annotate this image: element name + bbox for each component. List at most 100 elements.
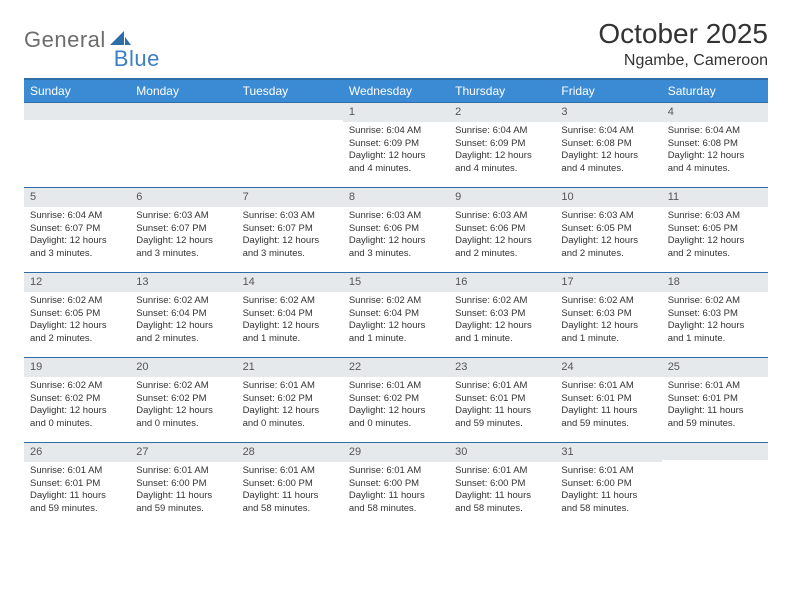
daylight1-line: Daylight: 11 hours	[349, 490, 443, 503]
day-details: Sunrise: 6:03 AMSunset: 6:07 PMDaylight:…	[130, 210, 236, 261]
day-cell: 24Sunrise: 6:01 AMSunset: 6:01 PMDayligh…	[555, 358, 661, 442]
daylight2-line: and 3 minutes.	[349, 248, 443, 261]
day-details: Sunrise: 6:01 AMSunset: 6:01 PMDaylight:…	[24, 465, 130, 516]
day-header-saturday: Saturday	[662, 80, 768, 102]
day-header-friday: Friday	[555, 80, 661, 102]
day-header-row: Sunday Monday Tuesday Wednesday Thursday…	[24, 80, 768, 102]
sunset-line: Sunset: 6:00 PM	[561, 478, 655, 491]
day-number: 23	[449, 358, 555, 377]
week-row: 12 Sunrise: 6:02 AM Sunset: 6:05 PM Dayligh…	[24, 272, 768, 357]
day-cell: 22Sunrise: 6:01 AMSunset: 6:02 PMDayligh…	[343, 358, 449, 442]
logo-text-blue: Blue	[114, 46, 160, 72]
day-details: Sunrise: 6:02 AMSunset: 6:03 PMDaylight:…	[555, 295, 661, 346]
sunrise-line: Sunrise: 6:02 AM	[561, 295, 655, 308]
daylight1-line: Daylight: 12 hours	[455, 320, 549, 333]
daylight2-line: and 4 minutes.	[349, 163, 443, 176]
day-details: Sunrise: 6:01 AMSunset: 6:02 PMDaylight:…	[237, 380, 343, 431]
day-details: Sunrise: 6:02 AMSunset: 6:02 PMDaylight:…	[24, 380, 130, 431]
sunset-line: Sunset: 6:09 PM	[455, 138, 549, 151]
day-details: Sunrise: 6:01 AMSunset: 6:01 PMDaylight:…	[555, 380, 661, 431]
day-details: Sunrise: 6:01 AMSunset: 6:00 PMDaylight:…	[343, 465, 449, 516]
sunrise-line: Sunrise: 6:04 AM	[349, 125, 443, 138]
day-number: 17	[555, 273, 661, 292]
day-cell: 17 Sunrise: 6:02 AMSunset: 6:03 PMDayligh…	[555, 273, 661, 357]
daylight2-line: and 59 minutes.	[561, 418, 655, 431]
day-number: 28	[237, 443, 343, 462]
week-row: 1Sunrise: 6:04 AMSunset: 6:09 PMDaylight…	[24, 102, 768, 187]
sunset-line: Sunset: 6:02 PM	[243, 393, 337, 406]
day-details: Sunrise: 6:01 AMSunset: 6:02 PMDaylight:…	[343, 380, 449, 431]
daylight2-line: and 1 minute.	[668, 333, 762, 346]
daylight2-line: and 58 minutes.	[455, 503, 549, 516]
sunrise-line: Sunrise: 6:02 AM	[30, 380, 124, 393]
month-title: October 2025	[598, 18, 768, 50]
day-details: Sunrise: 6:01 AMSunset: 6:01 PMDaylight:…	[449, 380, 555, 431]
day-number: 30	[449, 443, 555, 462]
daylight2-line: and 59 minutes.	[30, 503, 124, 516]
sunset-line: Sunset: 6:09 PM	[349, 138, 443, 151]
week-row: 19Sunrise: 6:02 AMSunset: 6:02 PMDayligh…	[24, 357, 768, 442]
sunset-line: Sunset: 6:03 PM	[561, 308, 655, 321]
daylight2-line: and 0 minutes.	[349, 418, 443, 431]
weeks-container: 1Sunrise: 6:04 AMSunset: 6:09 PMDaylight…	[24, 102, 768, 527]
day-number: 10	[555, 188, 661, 207]
day-details: Sunrise: 6:03 AMSunset: 6:07 PMDaylight:…	[237, 210, 343, 261]
day-details: Sunrise: 6:02 AMSunset: 6:02 PMDaylight:…	[130, 380, 236, 431]
sunset-line: Sunset: 6:00 PM	[243, 478, 337, 491]
day-number: 15	[343, 273, 449, 292]
daylight1-line: Daylight: 12 hours	[136, 320, 230, 333]
sunset-line: Sunset: 6:05 PM	[561, 223, 655, 236]
day-number: 11	[662, 188, 768, 207]
sunset-line: Sunset: 6:00 PM	[349, 478, 443, 491]
day-cell: 29Sunrise: 6:01 AMSunset: 6:00 PMDayligh…	[343, 443, 449, 527]
daylight1-line: Daylight: 12 hours	[668, 320, 762, 333]
daylight2-line: and 4 minutes.	[455, 163, 549, 176]
sunrise-line: Sunrise: 6:01 AM	[243, 465, 337, 478]
day-number	[24, 103, 130, 120]
day-cell: 11Sunrise: 6:03 AMSunset: 6:05 PMDayligh…	[662, 188, 768, 272]
sunset-line: Sunset: 6:05 PM	[30, 308, 124, 321]
sunset-line: Sunset: 6:04 PM	[136, 308, 230, 321]
day-details: Sunrise: 6:04 AMSunset: 6:09 PMDaylight:…	[449, 125, 555, 176]
sunset-line: Sunset: 6:03 PM	[455, 308, 549, 321]
day-cell: 4Sunrise: 6:04 AMSunset: 6:08 PMDaylight…	[662, 103, 768, 187]
day-number	[237, 103, 343, 120]
week-row: 26Sunrise: 6:01 AMSunset: 6:01 PMDayligh…	[24, 442, 768, 527]
day-details: Sunrise: 6:02 AMSunset: 6:03 PMDaylight:…	[449, 295, 555, 346]
day-number: 12	[24, 273, 130, 292]
day-number: 2	[449, 103, 555, 122]
calendar: Sunday Monday Tuesday Wednesday Thursday…	[24, 78, 768, 527]
day-details: Sunrise: 6:04 AMSunset: 6:09 PMDaylight:…	[343, 125, 449, 176]
day-details: Sunrise: 6:02 AMSunset: 6:04 PMDaylight:…	[130, 295, 236, 346]
sunset-line: Sunset: 6:06 PM	[455, 223, 549, 236]
daylight1-line: Daylight: 11 hours	[30, 490, 124, 503]
daylight2-line: and 4 minutes.	[668, 163, 762, 176]
day-header-wednesday: Wednesday	[343, 80, 449, 102]
daylight2-line: and 0 minutes.	[136, 418, 230, 431]
sunset-line: Sunset: 6:07 PM	[136, 223, 230, 236]
daylight1-line: Daylight: 12 hours	[30, 235, 124, 248]
sunrise-line: Sunrise: 6:04 AM	[668, 125, 762, 138]
day-cell: 12Sunrise: 6:02 AMSunset: 6:05 PMDayligh…	[24, 273, 130, 357]
day-details: Sunrise: 6:02 AMSunset: 6:04 PMDaylight:…	[343, 295, 449, 346]
daylight1-line: Daylight: 11 hours	[455, 490, 549, 503]
daylight1-line: Daylight: 11 hours	[561, 490, 655, 503]
day-number: 7	[237, 188, 343, 207]
daylight1-line: Daylight: 12 hours	[349, 235, 443, 248]
daylight2-line: and 3 minutes.	[243, 248, 337, 261]
sunset-line: Sunset: 6:00 PM	[455, 478, 549, 491]
day-cell: 8Sunrise: 6:03 AMSunset: 6:06 PMDaylight…	[343, 188, 449, 272]
day-cell: 19Sunrise: 6:02 AMSunset: 6:02 PMDayligh…	[24, 358, 130, 442]
daylight1-line: Daylight: 12 hours	[136, 235, 230, 248]
week-row: 5Sunrise: 6:04 AMSunset: 6:07 PMDaylight…	[24, 187, 768, 272]
sunrise-line: Sunrise: 6:01 AM	[455, 380, 549, 393]
daylight2-line: and 2 minutes.	[561, 248, 655, 261]
day-number	[662, 443, 768, 460]
sunrise-line: Sunrise: 6:01 AM	[30, 465, 124, 478]
day-number: 21	[237, 358, 343, 377]
daylight1-line: Daylight: 12 hours	[561, 150, 655, 163]
sunrise-line: Sunrise: 6:02 AM	[455, 295, 549, 308]
header: General Blue October 2025 Ngambe, Camero…	[24, 18, 768, 70]
sunrise-line: Sunrise: 6:01 AM	[136, 465, 230, 478]
day-cell: 1Sunrise: 6:04 AMSunset: 6:09 PMDaylight…	[343, 103, 449, 187]
